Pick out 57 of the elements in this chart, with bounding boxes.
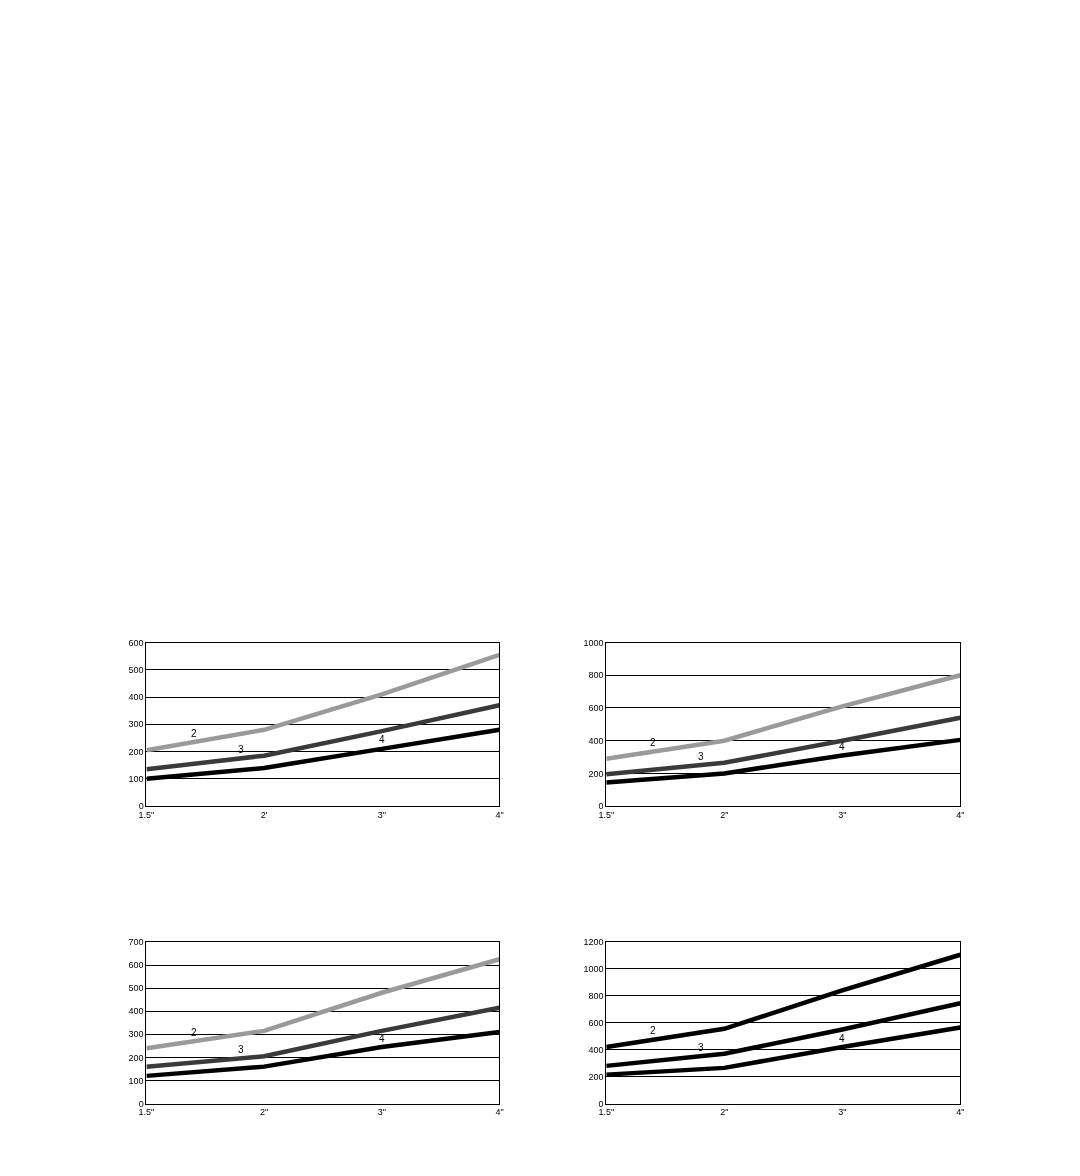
line-series — [606, 673, 961, 761]
y-tick-label: 0 — [138, 801, 144, 812]
y-tick-label: 200 — [588, 768, 604, 779]
y-tick-label: 1000 — [583, 964, 604, 975]
y-tick-label: 600 — [588, 1017, 604, 1028]
x-tick-label: 3" — [838, 809, 847, 820]
x-tick-label: 4" — [956, 1107, 965, 1118]
line-series — [146, 652, 500, 753]
series-label: 3 — [698, 751, 704, 762]
y-tick-label: 200 — [128, 746, 144, 757]
x-tick-label: 1.5" — [598, 1107, 615, 1118]
y-tick-label: 600 — [588, 703, 604, 714]
y-tick-label: 0 — [138, 1098, 144, 1109]
series-label: 4 — [839, 741, 845, 752]
x-tick-label: 2" — [720, 1107, 729, 1118]
y-tick-label: 0 — [598, 1098, 604, 1109]
x-tick-label: 3" — [838, 1107, 847, 1118]
series-label: 4 — [379, 734, 385, 745]
y-tick-label: 600 — [128, 960, 144, 971]
y-tick-label: 300 — [128, 1029, 144, 1040]
y-tick-label: 700 — [128, 937, 144, 948]
series-label: 2 — [191, 728, 197, 739]
y-tick-label: 0 — [598, 801, 604, 812]
y-tick-label: 1200 — [583, 937, 604, 948]
x-tick-label: 2" — [720, 809, 729, 820]
y-tick-label: 500 — [128, 664, 144, 675]
x-tick-label: 1.5" — [598, 809, 615, 820]
line-series — [146, 1005, 500, 1069]
line-series — [146, 957, 500, 1051]
x-tick-label: 4" — [956, 809, 965, 820]
y-tick-label: 200 — [128, 1052, 144, 1063]
y-tick-label: 300 — [128, 719, 144, 730]
x-tick-label: 2' — [260, 809, 268, 820]
y-tick-label: 800 — [588, 990, 604, 1001]
y-tick-label: 1000 — [583, 637, 604, 648]
y-tick-label: 200 — [588, 1071, 604, 1082]
x-tick-label: 3" — [377, 809, 386, 820]
line-series — [606, 715, 961, 777]
x-tick-label: 1.5" — [138, 1107, 155, 1118]
y-tick-label: 500 — [128, 983, 144, 994]
y-tick-label: 400 — [588, 1044, 604, 1055]
series-label: 2 — [650, 1025, 656, 1036]
y-tick-label: 100 — [128, 774, 144, 785]
x-tick-label: 1.5" — [138, 809, 155, 820]
x-tick-label: 4" — [495, 809, 504, 820]
x-tick-label: 4" — [495, 1107, 504, 1118]
x-tick-label: 3" — [377, 1107, 386, 1118]
series-label: 4 — [839, 1033, 845, 1044]
x-tick-label: 2" — [260, 1107, 269, 1118]
y-tick-label: 400 — [588, 735, 604, 746]
y-tick-label: 400 — [128, 692, 144, 703]
y-tick-label: 100 — [128, 1075, 144, 1086]
y-tick-label: 600 — [128, 637, 144, 648]
y-tick-label: 400 — [128, 1006, 144, 1017]
y-tick-label: 800 — [588, 670, 604, 681]
series-label: 3 — [238, 1044, 244, 1055]
line-series — [146, 702, 500, 772]
